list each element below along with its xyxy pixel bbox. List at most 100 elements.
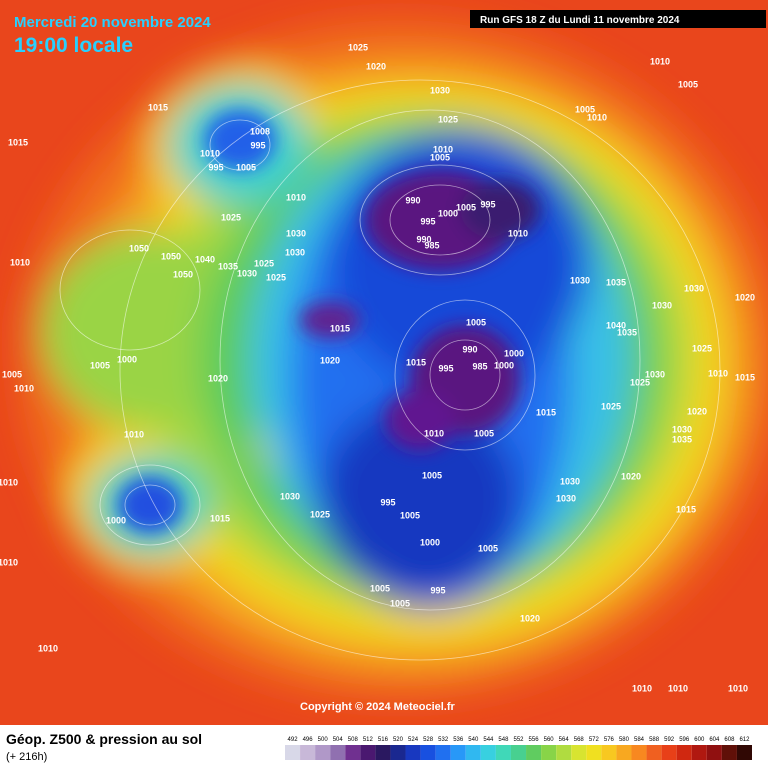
- isobar-label: 1015: [406, 357, 426, 367]
- scale-label: 572: [589, 737, 600, 743]
- isobar-label: 1040: [606, 320, 626, 330]
- run-info: Run GFS 18 Z du Lundi 11 novembre 2024: [480, 15, 680, 26]
- isobar-label: 1020: [366, 61, 386, 71]
- scale-swatch: [616, 745, 632, 760]
- isobar-label: 1030: [570, 275, 590, 285]
- scale-swatch: [405, 745, 421, 760]
- isobar-label: 1025: [348, 42, 368, 52]
- isobar-label: 1020: [520, 613, 540, 623]
- isobar-label: 1010: [14, 383, 34, 393]
- scale-label: 544: [483, 737, 494, 743]
- isobar-label: 1015: [8, 137, 28, 147]
- isobar-label: 1015: [210, 513, 230, 523]
- scale-label: 536: [453, 737, 464, 743]
- isobar-label: 1030: [430, 85, 450, 95]
- scale-swatch: [375, 745, 391, 760]
- scale-swatch: [360, 745, 376, 760]
- map-field: [0, 0, 768, 725]
- isobar-label: 1025: [310, 509, 330, 519]
- isobar-label: 1000: [494, 360, 514, 370]
- scale-swatch: [601, 745, 617, 760]
- scale-swatch: [526, 745, 542, 760]
- isobar-label: 1015: [330, 323, 350, 333]
- scale-label: 520: [393, 737, 404, 743]
- isobar-label: 1010: [587, 112, 607, 122]
- scale-swatch: [495, 745, 511, 760]
- isobar-label: 1025: [266, 272, 286, 282]
- isobar-label: 1005: [236, 162, 256, 172]
- scale-label: 532: [438, 737, 449, 743]
- isobar-label: 1015: [676, 504, 696, 514]
- isobar-label: 1010: [200, 148, 220, 158]
- isobar-label: 1015: [148, 102, 168, 112]
- isobar-label: 1005: [2, 369, 22, 379]
- isobar-label: 1010: [708, 368, 728, 378]
- isobar-label: 1005: [474, 428, 494, 438]
- scale-label: 560: [544, 737, 555, 743]
- isobar-label: 1030: [672, 424, 692, 434]
- isobar-label: 1030: [280, 491, 300, 501]
- scale-swatch: [661, 745, 677, 760]
- scale-swatch: [631, 745, 647, 760]
- scale-label: 604: [709, 737, 720, 743]
- scale-swatch: [541, 745, 557, 760]
- scale-swatch: [285, 745, 301, 760]
- isobar-label: 995: [208, 162, 223, 172]
- isobar-label: 1030: [645, 369, 665, 379]
- scale-swatch: [420, 745, 436, 760]
- scale-label: 500: [318, 737, 329, 743]
- isobar-label: 1020: [621, 471, 641, 481]
- scale-label: 564: [559, 737, 570, 743]
- scale-label: 568: [574, 737, 585, 743]
- isobar-label: 995: [438, 363, 453, 373]
- isobar-label: 1005: [575, 104, 595, 114]
- isobar-label: 1010: [124, 429, 144, 439]
- isobar-label: 1010: [508, 228, 528, 238]
- time: 19:00 locale: [14, 34, 133, 57]
- isobar-label: 1030: [285, 247, 305, 257]
- isobar-label: 1008: [250, 126, 270, 136]
- scale-swatch: [345, 745, 361, 760]
- isobar-label: 1035: [606, 277, 626, 287]
- scale-label: 592: [664, 737, 675, 743]
- isobar-label: 1030: [652, 300, 672, 310]
- isobar-label: 1010: [424, 428, 444, 438]
- isobar-label: 1025: [254, 258, 274, 268]
- scale-swatch: [691, 745, 707, 760]
- scale-swatch: [646, 745, 662, 760]
- isobar-label: 1020: [687, 406, 707, 416]
- isobar-label: 1010: [0, 477, 18, 487]
- scale-swatch: [315, 745, 331, 760]
- isobar-label: 1010: [632, 683, 652, 693]
- isobar-label: 1005: [422, 470, 442, 480]
- scale-label: 528: [423, 737, 434, 743]
- isobar-label: 1010: [650, 56, 670, 66]
- scale-label: 504: [333, 737, 344, 743]
- isobar-label: 1040: [195, 254, 215, 264]
- run-bar: [470, 10, 766, 28]
- isobar-label: 1050: [173, 269, 193, 279]
- isobar-label: 995: [380, 497, 395, 507]
- isobar-label: 1005: [90, 360, 110, 370]
- scale-label: 540: [468, 737, 479, 743]
- scale-swatch: [736, 745, 752, 760]
- isobar-label: 1030: [237, 268, 257, 278]
- scale-swatch: [510, 745, 527, 760]
- scale-label: 516: [378, 737, 389, 743]
- isobar-label: 1000: [106, 515, 126, 525]
- isobar-label: 1005: [466, 317, 486, 327]
- isobar-label: 1000: [504, 348, 524, 358]
- isobar-label: 1035: [617, 327, 637, 337]
- isobar-label: 1005: [678, 79, 698, 89]
- isobar-label: 1025: [630, 377, 650, 387]
- isobar-label: 985: [424, 240, 439, 250]
- isobar-label: 1030: [684, 283, 704, 293]
- scale-label: 512: [363, 737, 374, 743]
- isobar-label: 1050: [129, 243, 149, 253]
- lead-time: (+ 216h): [6, 751, 47, 763]
- isobar-label: 1025: [601, 401, 621, 411]
- isobar-label: 1005: [478, 543, 498, 553]
- isobar-label: 1005: [430, 152, 450, 162]
- scale-swatch: [676, 745, 692, 760]
